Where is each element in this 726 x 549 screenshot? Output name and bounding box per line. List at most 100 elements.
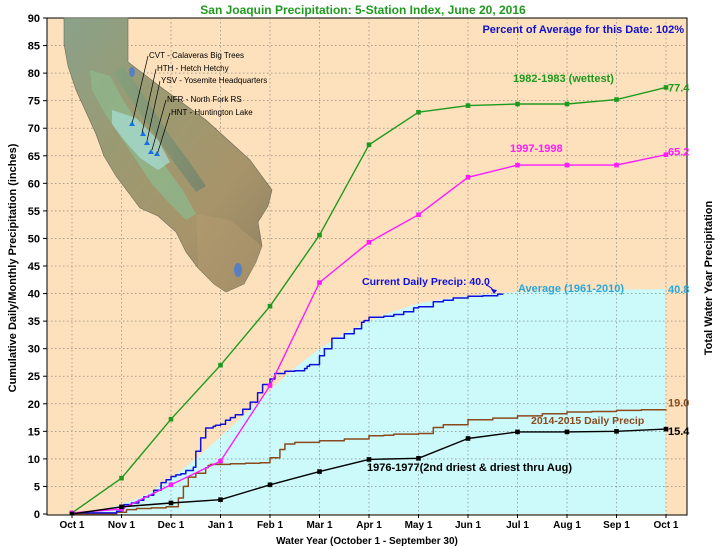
point-wettest-10 (564, 101, 570, 107)
point-w1997-7 (416, 212, 421, 218)
y-tick-label-50: 50 (28, 233, 40, 245)
point-wettest-8 (465, 103, 471, 108)
point-w1997-5 (317, 280, 322, 285)
point-wettest-4 (267, 303, 273, 309)
label-driest: 1976-1977(2nd driest & driest thru Aug) (367, 462, 572, 474)
point-driest-2 (168, 500, 174, 506)
point-driest-12 (663, 426, 669, 432)
x-tick-label-2: Dec 1 (158, 520, 185, 531)
point-wettest-12 (663, 85, 669, 90)
point-driest-6 (366, 457, 372, 462)
y-axis-title-right: Total Water Year Precipitation (703, 200, 715, 355)
point-driest-10 (564, 429, 570, 435)
y-tick-label-40: 40 (28, 289, 40, 301)
axes-layer: 0 5 10 15 20 25 30 35 40 45 50 55 60 65 70 75 80 85 90 Oct … (28, 13, 691, 531)
point-driest-7 (416, 456, 421, 461)
point-driest-4 (267, 482, 273, 488)
point-w1997-2 (168, 482, 174, 488)
point-wettest-9 (515, 101, 520, 107)
y-tick-label-10: 10 (28, 454, 40, 466)
point-wettest-5 (317, 232, 322, 238)
station-marker-hth (140, 131, 146, 136)
station-label-nfr: NFR - North Fork RS (167, 95, 242, 104)
x-tick-label-9: Jul 1 (506, 520, 529, 531)
point-wettest-11 (614, 97, 619, 102)
y-tick-label-90: 90 (28, 13, 40, 25)
point-w1997-6 (366, 240, 372, 245)
x-tick-label-3: Jan 1 (208, 520, 234, 531)
label-2014: 2014-2015 Daily Precip (531, 415, 644, 427)
sierra-nevada-band (114, 66, 206, 192)
point-w1997-8 (465, 174, 471, 180)
point-w1997-3 (218, 458, 223, 464)
y-tick-label-70: 70 (28, 123, 40, 135)
average-area-layer (72, 289, 666, 514)
point-wettest-3 (218, 362, 223, 368)
point-driest-0 (69, 511, 75, 515)
grid-layer (47, 18, 687, 514)
label-wettest: 1982-1983 (wettest) (513, 73, 614, 85)
desert-region (196, 214, 262, 292)
station-label-ysv: YSV - Yosemite Headquarters (161, 76, 267, 85)
y-tick-label-60: 60 (28, 178, 40, 190)
x-axis-title: Water Year (October 1 - September 30) (276, 536, 458, 547)
point-wettest-2 (168, 416, 174, 422)
point-driest-1 (119, 504, 124, 510)
y-tick-label-5: 5 (34, 481, 40, 493)
y-tick-label-75: 75 (28, 96, 40, 108)
y-tick-label-85: 85 (28, 41, 40, 53)
x-tick-label-0: Oct 1 (59, 520, 84, 531)
point-w1997-11 (614, 162, 619, 168)
chart-subtitle: Percent of Average for this Date: 102% (482, 24, 684, 36)
x-tick-label-10: Aug 1 (553, 520, 581, 531)
y-tick-label-0: 0 (34, 509, 40, 521)
end-label-w1997: 65.2 (668, 147, 689, 159)
x-tick-label-7: May 1 (405, 520, 433, 531)
series-line-w2014 (72, 409, 667, 515)
y-axis-title: Cumulative Daily/Monthly Precipitation (… (7, 143, 19, 392)
y-tick-label-15: 15 (28, 426, 40, 438)
station-label-hth: HTH - Hetch Hetchy (157, 64, 229, 73)
y-tick-label-80: 80 (28, 68, 40, 80)
point-wettest-1 (119, 475, 124, 481)
y-tick-label-45: 45 (28, 261, 40, 273)
x-tick-label-11: Sep 1 (603, 520, 630, 531)
x-tick-label-12: Oct 1 (653, 520, 678, 531)
x-tick-label-4: Feb 1 (257, 520, 284, 531)
point-driest-8 (465, 436, 471, 441)
y-tick-label-30: 30 (28, 344, 40, 356)
series-layer (69, 85, 669, 515)
point-w1997-9 (515, 162, 520, 168)
station-markers (129, 121, 160, 156)
y-tick-label-55: 55 (28, 206, 40, 218)
point-wettest-6 (366, 142, 372, 148)
point-driest-5 (317, 469, 322, 474)
label-average: Average (1961-2010) (518, 283, 624, 295)
station-marker-cvt (129, 121, 135, 126)
station-label-hnt: HNT - Huntington Lake (171, 108, 253, 117)
station-leader-lines (131, 55, 171, 156)
point-driest-11 (614, 429, 619, 434)
station-marker-nfr (148, 149, 154, 154)
station-marker-hnt (154, 151, 160, 156)
point-wettest-7 (416, 109, 421, 115)
california-map-inset: CVT - Calaveras Big Trees HTH - Hetch He… (63, 17, 273, 293)
lake-tahoe (129, 67, 135, 77)
average-area (72, 289, 666, 514)
salton-sea (234, 263, 242, 277)
end-label-wettest: 77.4 (668, 82, 690, 94)
chart-title: San Joaquin Precipitation: 5-Station Ind… (200, 3, 526, 17)
y-tick-label-20: 20 (28, 399, 40, 411)
point-w1997-4 (267, 383, 273, 388)
label-1997: 1997-1998 (510, 143, 563, 155)
station-marker-ysv (144, 140, 150, 145)
end-label-w2014: 19.0 (668, 397, 689, 409)
point-driest-9 (515, 429, 520, 435)
point-w1997-12 (663, 152, 669, 157)
end-label-driest: 15.4 (668, 426, 690, 438)
label-current: Current Daily Precip: 40.0 (362, 276, 490, 288)
point-w1997-10 (564, 162, 570, 168)
y-tick-label-65: 65 (28, 151, 40, 163)
x-tick-label-5: Mar 1 (306, 520, 333, 531)
